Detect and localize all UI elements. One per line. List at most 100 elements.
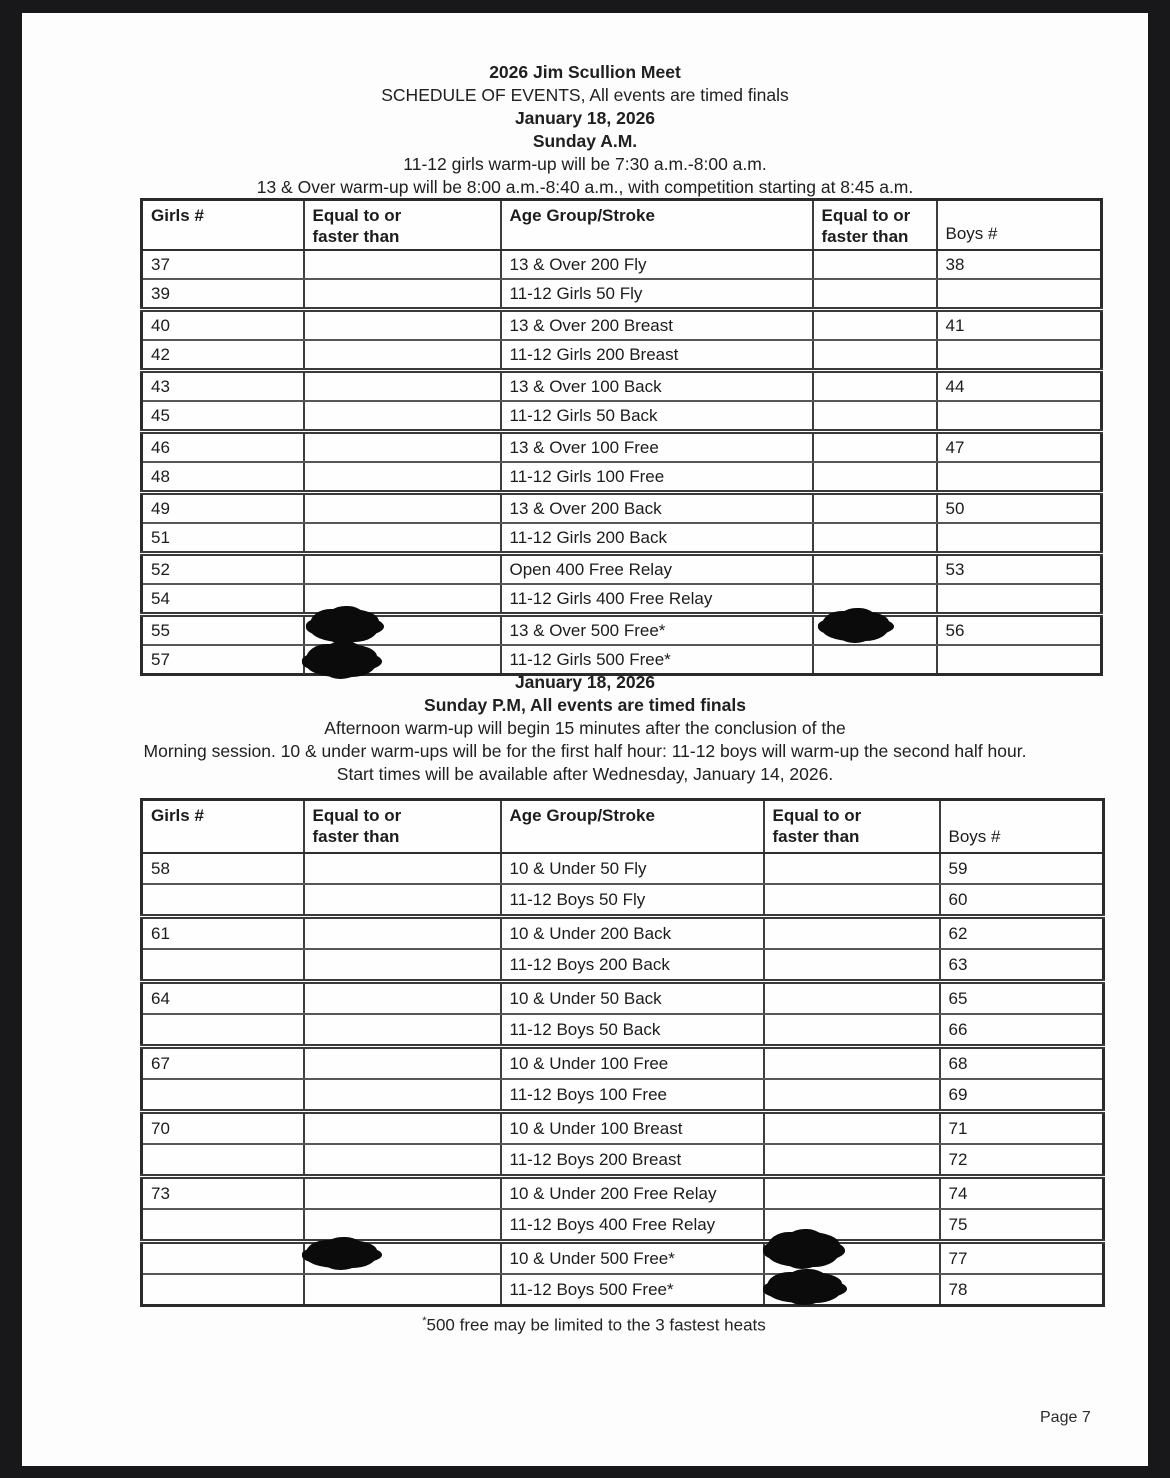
pm-event-row: 11-12 Boys 500 Free* 78 xyxy=(140,1272,1104,1306)
event-cell: 11-12 Girls 50 Fly xyxy=(499,279,813,312)
event-cell: 13 & Over 500 Free* xyxy=(499,614,813,646)
girls-standard-cell xyxy=(302,250,501,280)
am-event-row: 42 11-12 Girls 200 Breast xyxy=(140,340,1102,373)
girls-standard-cell xyxy=(302,309,501,341)
girls-number-cell: 54 xyxy=(140,584,304,617)
pm-girls-header: Girls # xyxy=(140,799,304,854)
am-event-row: 54 11-12 Girls 400 Free Relay xyxy=(140,584,1102,617)
boys-standard-cell xyxy=(762,981,940,1015)
boys-number-cell xyxy=(935,401,1102,434)
boys-number-cell xyxy=(935,340,1102,373)
boys-number-cell: 50 xyxy=(935,492,1102,524)
girls-number-cell: 43 xyxy=(140,370,304,402)
girls-standard-cell xyxy=(302,431,501,463)
am-girls-standard-header: Equal to or faster than xyxy=(302,199,501,251)
event-cell: 13 & Over 200 Breast xyxy=(499,309,813,341)
event-cell: 13 & Over 100 Back xyxy=(499,370,813,402)
event-cell: 10 & Under 50 Fly xyxy=(499,853,764,885)
footnote-asterisk: * xyxy=(422,1315,427,1327)
girls-standard-cell xyxy=(302,1209,501,1244)
pm-boys-standard-header: Equal to or faster than xyxy=(762,799,940,854)
am-event-row: 37 13 & Over 200 Fly 38 xyxy=(140,250,1102,280)
girls-standard-cell xyxy=(302,523,501,556)
girls-number-cell: 42 xyxy=(140,340,304,373)
girls-standard-cell xyxy=(302,1046,501,1080)
boys-standard-cell xyxy=(762,1232,940,1275)
event-cell: 13 & Over 200 Back xyxy=(499,492,813,524)
meet-date: January 18, 2026 xyxy=(514,108,656,128)
girls-number-cell xyxy=(140,1209,304,1244)
boys-number-cell xyxy=(935,645,1102,675)
boys-number-cell: 59 xyxy=(938,853,1104,885)
event-cell: 10 & Under 200 Free Relay xyxy=(499,1176,764,1210)
am-girls-header: Girls # xyxy=(140,199,304,251)
pm-event-row: 64 10 & Under 50 Back 65 xyxy=(140,981,1104,1015)
boys-number-cell xyxy=(935,279,1102,312)
girls-number-cell: 51 xyxy=(140,523,304,556)
am-event-row: 51 11-12 Girls 200 Back xyxy=(140,523,1102,556)
girls-standard-cell xyxy=(302,981,501,1015)
boys-standard-cell xyxy=(811,279,937,312)
am-event-row: 57 11-12 Girls 500 Free* xyxy=(140,644,1102,677)
boys-number-cell: 71 xyxy=(938,1111,1104,1145)
boys-number-cell: 44 xyxy=(935,370,1102,402)
boys-number-cell: 41 xyxy=(935,309,1102,341)
girls-number-cell xyxy=(140,1274,304,1306)
boys-standard-cell xyxy=(762,884,940,919)
event-cell: 11-12 Boys 400 Free Relay xyxy=(499,1209,764,1244)
boys-standard-cell xyxy=(811,462,937,495)
boys-standard-cell xyxy=(762,1046,940,1080)
event-cell: 10 & Under 100 Breast xyxy=(499,1111,764,1145)
pm-event-row: 73 10 & Under 200 Free Relay 74 xyxy=(140,1176,1104,1210)
boys-standard-cell xyxy=(811,553,937,585)
event-cell: 11-12 Boys 200 Breast xyxy=(499,1144,764,1179)
girls-standard-cell xyxy=(302,553,501,585)
girls-number-cell: 39 xyxy=(140,279,304,312)
event-cell: 11-12 Boys 50 Fly xyxy=(499,884,764,919)
girls-number-cell: 40 xyxy=(140,309,304,341)
am-event-row: 48 11-12 Girls 100 Free xyxy=(140,462,1102,495)
event-cell: 10 & Under 50 Back xyxy=(499,981,764,1015)
girls-number-cell xyxy=(140,1241,304,1275)
pm-event-row: 11-12 Boys 400 Free Relay 75 xyxy=(140,1209,1104,1244)
boys-standard-cell xyxy=(762,1144,940,1179)
pm-session-header-block: January 18, 2026 Sunday P.M, All events … xyxy=(22,671,1148,786)
pm-boys-header: Boys # xyxy=(938,799,1104,854)
boys-number-cell: 63 xyxy=(938,949,1104,984)
girls-number-cell xyxy=(140,1144,304,1179)
boys-number-cell: 53 xyxy=(935,553,1102,585)
redaction-scribble xyxy=(305,1240,377,1268)
pm-warmup-note-1: Afternoon warm-up will begin 15 minutes … xyxy=(324,718,846,738)
boys-number-cell: 69 xyxy=(938,1079,1104,1114)
boys-number-cell xyxy=(935,462,1102,495)
am-event-row: 49 13 & Over 200 Back 50 xyxy=(140,492,1102,524)
boys-number-cell: 56 xyxy=(935,614,1102,646)
am-session-header-block: 2026 Jim Scullion Meet SCHEDULE OF EVENT… xyxy=(22,61,1148,199)
girls-number-cell: 58 xyxy=(140,853,304,885)
am-events-table: Girls # Equal to or faster than Age Group/… xyxy=(140,198,1103,677)
am-event-header: Age Group/Stroke xyxy=(499,199,813,251)
document-page: 2026 Jim Scullion Meet SCHEDULE OF EVENT… xyxy=(22,13,1148,1466)
boys-standard-cell xyxy=(762,1079,940,1114)
boys-number-cell: 74 xyxy=(938,1176,1104,1210)
pm-events-table: Girls # Equal to or faster than Age Group/… xyxy=(140,798,1105,1307)
girls-standard-cell xyxy=(302,1274,501,1306)
girls-standard-cell xyxy=(302,853,501,885)
boys-standard-cell xyxy=(811,611,937,646)
page-number: Page 7 xyxy=(1040,1409,1091,1426)
girls-number-cell: 67 xyxy=(140,1046,304,1080)
girls-number-cell: 70 xyxy=(140,1111,304,1145)
event-cell: 13 & Over 200 Fly xyxy=(499,250,813,280)
footnote-text: 500 free may be limited to the 3 fastest… xyxy=(426,1315,766,1335)
girls-standard-cell xyxy=(302,916,501,950)
girls-number-cell: 52 xyxy=(140,553,304,585)
boys-number-cell: 68 xyxy=(938,1046,1104,1080)
event-cell: 13 & Over 100 Free xyxy=(499,431,813,463)
session-name-am: Sunday A.M. xyxy=(532,131,638,151)
girls-standard-cell xyxy=(302,370,501,402)
pm-warmup-note-2: Morning session. 10 & under warm-ups wil… xyxy=(143,741,1027,761)
boys-standard-cell xyxy=(762,853,940,885)
am-header-row: Girls # Equal to or faster than Age Group/… xyxy=(140,199,1102,251)
boys-standard-cell xyxy=(811,431,937,463)
redaction-scribble xyxy=(309,609,379,642)
